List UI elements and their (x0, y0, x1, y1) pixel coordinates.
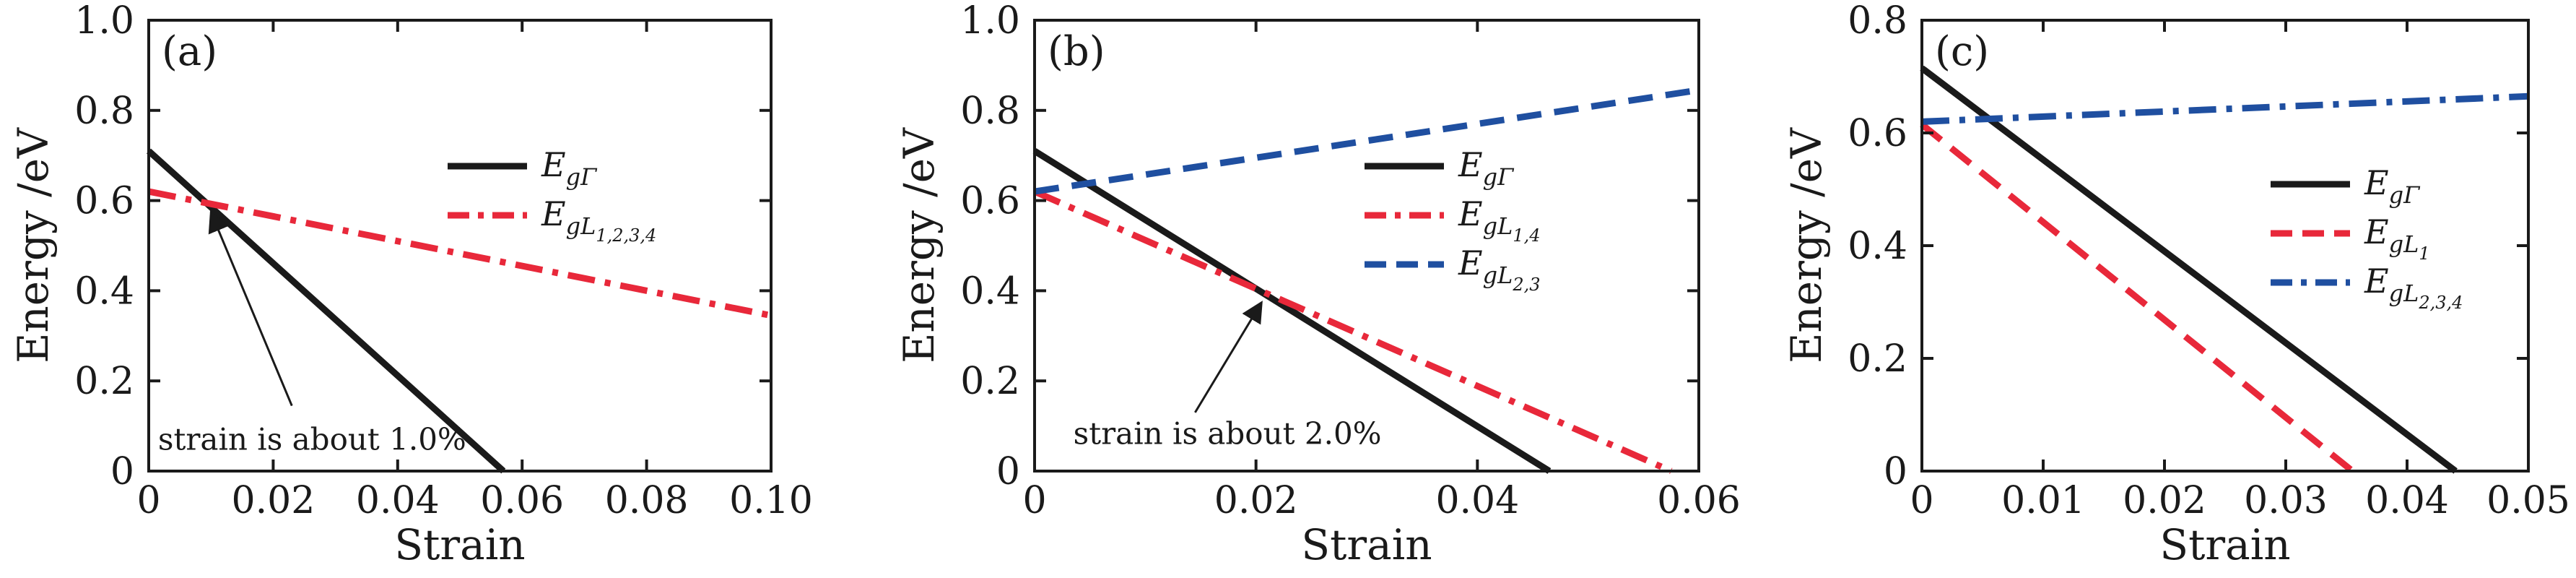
y-tick-label: 0.2 (74, 360, 134, 403)
plot-frame (147, 19, 773, 473)
legend-label: EgL2,3 (1458, 243, 1541, 295)
series-line-2 (1034, 87, 1700, 195)
plot-frame (1920, 19, 2530, 473)
legend-label: EgΓ (541, 145, 598, 191)
x-tick-label: 0.04 (356, 479, 440, 522)
annotation-text: strain is about 2.0% (1074, 416, 1382, 452)
x-tick-label: 0.03 (2244, 479, 2328, 522)
y-axis-title: Energy /eV (1782, 127, 1831, 363)
series-line-1 (148, 188, 772, 319)
x-tick-label: 0.06 (1657, 479, 1741, 522)
plot-frame (1033, 19, 1700, 473)
y-tick-label: 0.6 (960, 180, 1020, 223)
annotation-text: strain is about 1.0% (158, 422, 466, 457)
x-axis-title: Strain (394, 520, 525, 569)
y-tick-label: 0.8 (1848, 0, 1907, 43)
y-tick-label: 0 (1884, 450, 1907, 493)
panel-label: (b) (1048, 28, 1105, 75)
y-tick-label: 0.8 (74, 90, 134, 133)
x-tick-label: 0 (1022, 479, 1046, 522)
panel-b: 0 0.02 0.04 0.06 0 0.2 0.4 0.6 0.8 1.0 Strain Energ… (895, 0, 1741, 569)
series-line-1 (1920, 121, 2355, 474)
y-tick-label: 1.0 (74, 0, 134, 43)
x-tick-label: 0.02 (2123, 479, 2206, 522)
x-tick-label: 0.06 (480, 479, 564, 522)
legend-label: EgL1,2,3,4 (541, 194, 656, 246)
y-axis-title: Energy /eV (9, 127, 58, 363)
panel-label: (c) (1935, 28, 1989, 75)
x-axis-title: Strain (2159, 520, 2290, 569)
x-tick-label: 0.08 (605, 479, 689, 522)
x-tick-label: 0 (136, 479, 160, 522)
series-line-0 (1032, 148, 1552, 474)
y-tick-label: 0 (996, 450, 1020, 493)
y-tick-label: 0.6 (1848, 112, 1907, 155)
annotation-arrow (1194, 301, 1263, 413)
y-tick-label: 0.4 (960, 269, 1020, 313)
series-line-2 (1921, 92, 2529, 125)
legend-label: EgΓ (1458, 145, 1515, 191)
series-line-0 (1920, 65, 2458, 474)
y-tick-label: 0.2 (1848, 337, 1907, 381)
x-tick-label: 0.04 (2365, 479, 2449, 522)
legend-label: EgL1 (2364, 212, 2430, 264)
y-tick-label: 0.4 (74, 269, 134, 313)
series-line-1 (1033, 188, 1673, 475)
x-tick-label: 0.02 (232, 479, 316, 522)
y-tick-label: 0 (110, 450, 134, 493)
panel-label: (a) (162, 28, 217, 75)
x-tick-label: 0.02 (1214, 479, 1298, 522)
y-tick-label: 0.6 (74, 180, 134, 223)
y-tick-label: 0.2 (960, 360, 1020, 403)
y-tick-label: 0.8 (960, 90, 1020, 133)
x-tick-label: 0.01 (2001, 479, 2085, 522)
x-tick-label: 0.05 (2486, 479, 2570, 522)
x-tick-label: 0.04 (1435, 479, 1519, 522)
annotation-arrow (208, 210, 293, 407)
x-tick-label: 0.10 (729, 479, 813, 522)
panel-a: 0 0.02 0.04 0.06 0.08 0.10 0 0.2 0.4 0.6 0.8 1.0 Str… (9, 0, 813, 569)
panel-c: 0 0.01 0.02 0.03 0.04 0.05 0 0.2 0.4 0.6 0.8 Strain… (1782, 0, 2570, 569)
y-tick-label: 0.4 (1848, 225, 1907, 268)
y-axis-title: Energy /eV (895, 127, 944, 363)
x-tick-label: 0 (1910, 479, 1933, 522)
y-tick-label: 1.0 (960, 0, 1020, 43)
x-axis-title: Strain (1301, 520, 1432, 569)
legend-label: EgL1,4 (1458, 194, 1541, 246)
legend-label: EgL2,3,4 (2364, 262, 2463, 313)
legend-label: EgΓ (2364, 163, 2421, 209)
